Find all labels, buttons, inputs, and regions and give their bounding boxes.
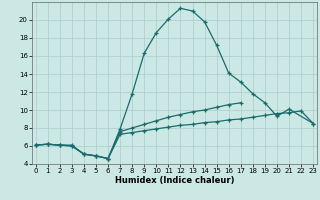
X-axis label: Humidex (Indice chaleur): Humidex (Indice chaleur) <box>115 176 234 185</box>
